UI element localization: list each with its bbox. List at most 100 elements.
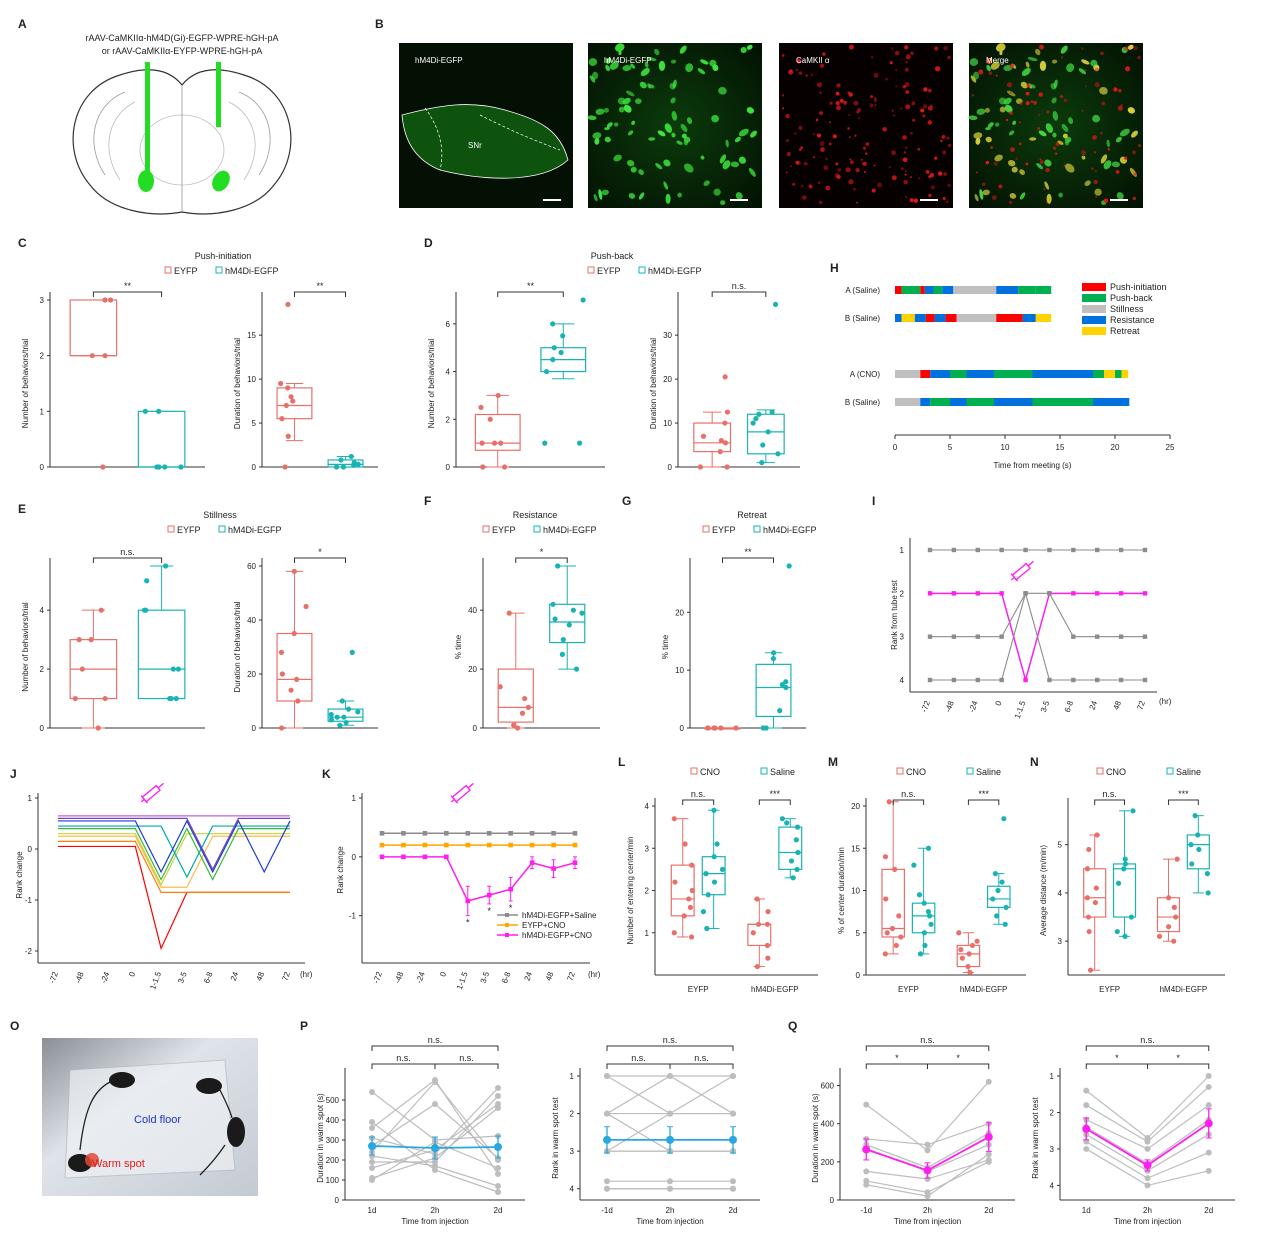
ethogram-segment bbox=[953, 286, 997, 294]
rank-y-tick-label: 2 bbox=[900, 589, 905, 598]
cell-mark bbox=[680, 123, 688, 132]
rank-point bbox=[999, 547, 1004, 553]
cell-mark bbox=[1052, 146, 1057, 150]
cell-mark bbox=[676, 140, 683, 145]
cell-mark bbox=[902, 135, 907, 140]
k-star: * bbox=[487, 906, 491, 916]
cell-mark bbox=[891, 109, 894, 112]
cell-mark bbox=[829, 101, 833, 105]
plot-p1-y-tick-label: 300 bbox=[326, 1136, 340, 1145]
cell-mark bbox=[848, 113, 851, 116]
legend-c-eyfp: EYFP bbox=[174, 266, 198, 276]
cell-mark bbox=[605, 64, 610, 72]
plot-e2-eyfp-box bbox=[276, 632, 313, 702]
panel-label-k: K bbox=[322, 767, 331, 781]
cell-mark bbox=[865, 142, 870, 146]
plot-q1-mean-point bbox=[984, 1133, 993, 1142]
cell-mark bbox=[808, 184, 813, 189]
plot-n-box-2-point bbox=[1174, 856, 1180, 862]
cell-mark bbox=[902, 85, 907, 89]
cell-mark bbox=[1127, 44, 1134, 50]
cell-mark bbox=[1015, 157, 1018, 161]
plot-g-eyfp-point bbox=[718, 725, 724, 731]
plot-d2-hm4di-point bbox=[759, 460, 765, 466]
plot-l-box-1-point bbox=[703, 871, 709, 877]
j-series-line bbox=[58, 825, 290, 879]
plot-p1-x-tick-label: 2d bbox=[494, 1206, 503, 1215]
cell-mark bbox=[594, 137, 600, 145]
cell-mark bbox=[1018, 142, 1022, 146]
cell-mark bbox=[1132, 196, 1136, 201]
plot-e2-hm4di-point bbox=[328, 717, 335, 723]
rank-y-tick-label: 1 bbox=[900, 546, 905, 555]
k-point bbox=[379, 842, 385, 848]
cell-mark bbox=[973, 132, 983, 139]
rank-point bbox=[1118, 634, 1124, 639]
j-x-tick-label: -24 bbox=[99, 970, 112, 984]
plot-q1-individual-point bbox=[924, 1147, 931, 1154]
plot-p2-y-tick-label: 4 bbox=[570, 1185, 575, 1194]
cell-mark bbox=[665, 193, 671, 204]
j-series-line bbox=[58, 833, 290, 887]
cell-mark bbox=[905, 54, 911, 60]
rank-point bbox=[1142, 634, 1148, 639]
plot-m-box-3-point bbox=[1002, 921, 1008, 927]
plot-c2-significance-label: ** bbox=[316, 281, 324, 291]
plot-p1-individual-point bbox=[495, 1183, 501, 1189]
cell-mark bbox=[655, 163, 663, 170]
plot-d2-eyfp-point bbox=[722, 420, 728, 426]
plot-m-box-2-point bbox=[967, 969, 973, 976]
cell-mark bbox=[722, 160, 731, 170]
cell-mark bbox=[649, 84, 655, 89]
cell-mark bbox=[1030, 100, 1034, 103]
plot-c1-eyfp-point bbox=[89, 353, 95, 359]
panel-label-f: F bbox=[424, 494, 431, 508]
cell-mark bbox=[918, 177, 921, 180]
plot-d1-eyfp-point bbox=[498, 440, 504, 446]
plot-n-box-0-point bbox=[1086, 846, 1092, 853]
plot-n-box-0-point bbox=[1092, 899, 1098, 906]
cell-mark bbox=[1026, 83, 1031, 88]
cell-mark bbox=[947, 183, 951, 187]
k-x-tick-label: 1-1.5 bbox=[455, 970, 470, 991]
mouse-1 bbox=[109, 1072, 135, 1088]
plot-e2-y-tick-label: 60 bbox=[247, 562, 256, 571]
cell-mark bbox=[1119, 128, 1130, 137]
k-x-tick-label: -24 bbox=[414, 970, 427, 984]
plot-p1-individual-point bbox=[495, 1085, 501, 1091]
cell-mark bbox=[823, 165, 829, 171]
k-point bbox=[551, 842, 556, 848]
cell-mark bbox=[622, 97, 631, 105]
cell-mark bbox=[1078, 68, 1087, 75]
cell-mark bbox=[1052, 111, 1059, 121]
cell-mark bbox=[873, 98, 878, 103]
plot-g-hm4di-point bbox=[760, 725, 766, 731]
plot-e1-hm4di-point bbox=[175, 666, 182, 672]
plot-m-box-2-point bbox=[974, 938, 980, 944]
cell-mark bbox=[882, 127, 887, 132]
rank-series-line bbox=[930, 592, 1145, 638]
plot-l-y-label: Number of entering center/min bbox=[626, 836, 635, 944]
ethogram-x-tick-label: 10 bbox=[1001, 443, 1010, 452]
plot-n-box-0-box bbox=[1083, 868, 1107, 918]
plot-e1-y-tick-label: 0 bbox=[40, 724, 45, 733]
cell-mark bbox=[1092, 114, 1101, 123]
rank-point bbox=[1095, 547, 1100, 553]
cell-mark bbox=[1124, 156, 1128, 160]
ethogram-segment bbox=[996, 286, 1019, 294]
plot-g-hm4di-point bbox=[786, 563, 792, 569]
cell-mark bbox=[847, 127, 850, 130]
plot-d1-hm4di-point bbox=[542, 440, 548, 446]
panel-label-b: B bbox=[375, 17, 384, 31]
plot-m-box-1-point bbox=[921, 900, 927, 906]
legend-g-hm4di: hM4Di-EGFP bbox=[763, 525, 817, 535]
green-cells bbox=[587, 43, 757, 206]
k-legend-label: EYFP+CNO bbox=[522, 921, 565, 930]
cell-mark bbox=[991, 195, 997, 200]
plot-c1-hm4di-point bbox=[156, 464, 162, 470]
ethogram-segment bbox=[1104, 370, 1115, 378]
rank-point bbox=[1023, 677, 1028, 683]
cell-mark bbox=[900, 107, 903, 110]
cell-mark bbox=[697, 68, 706, 75]
plot-g-significance-bracket bbox=[721, 557, 775, 563]
